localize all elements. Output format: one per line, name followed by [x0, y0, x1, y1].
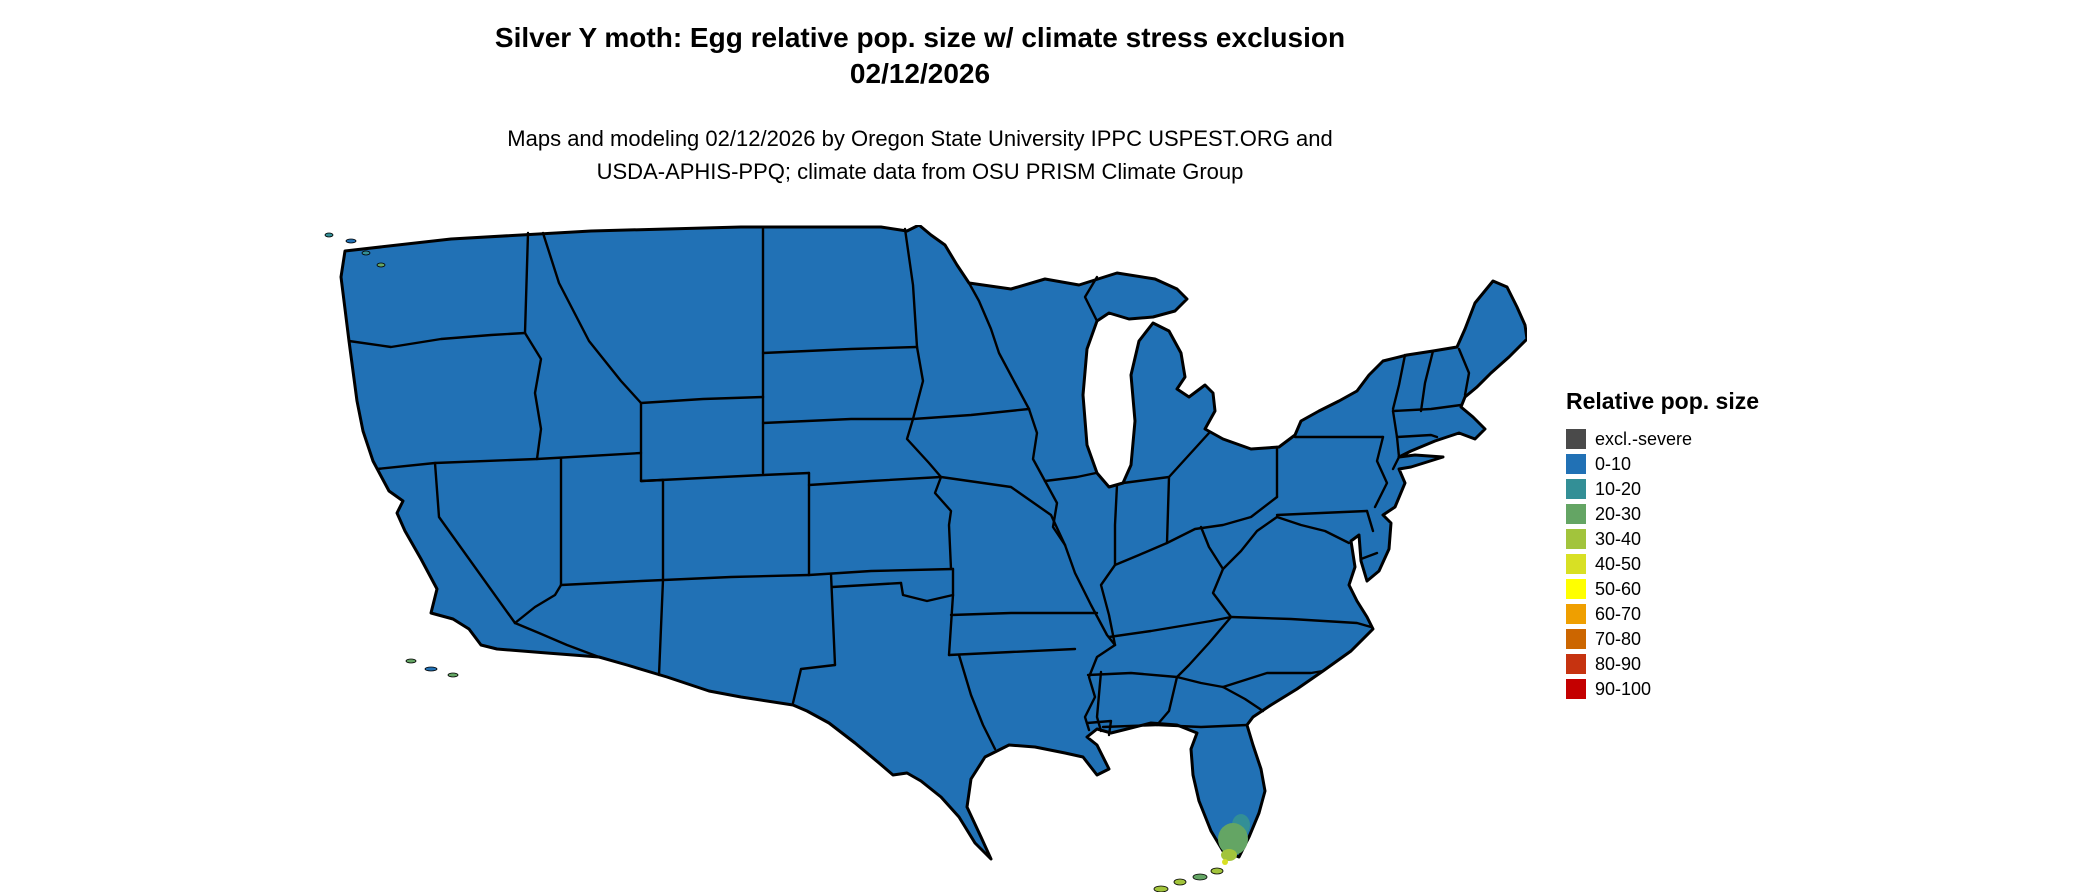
- map-title: Silver Y moth: Egg relative pop. size w/…: [0, 20, 1840, 92]
- legend-swatch: [1566, 504, 1586, 524]
- map-subtitle: Maps and modeling 02/12/2026 by Oregon S…: [0, 122, 1840, 188]
- legend-item: 70-80: [1566, 627, 1866, 651]
- legend-label: 20-30: [1595, 504, 1642, 524]
- legend-item: 10-20: [1566, 477, 1866, 501]
- legend-label: 40-50: [1595, 554, 1642, 574]
- legend-item: 80-90: [1566, 652, 1866, 676]
- legend-label: 10-20: [1595, 479, 1642, 499]
- legend-label: 30-40: [1595, 529, 1642, 549]
- legend-swatch: [1566, 654, 1586, 674]
- legend-swatch: [1566, 429, 1586, 449]
- subtitle-line-2: USDA-APHIS-PPQ; climate data from OSU PR…: [596, 159, 1244, 184]
- legend-swatch: [1566, 529, 1586, 549]
- legend-swatch: [1566, 629, 1586, 649]
- legend-item: 60-70: [1566, 602, 1866, 626]
- legend-item: 0-10: [1566, 452, 1866, 476]
- legend-swatch: [1566, 454, 1586, 474]
- legend-swatch: [1566, 604, 1586, 624]
- legend-item: excl.-severe: [1566, 427, 1866, 451]
- legend-item: 90-100: [1566, 677, 1866, 701]
- legend-label: 70-80: [1595, 629, 1642, 649]
- title-line-2: 02/12/2026: [849, 58, 991, 89]
- legend-label: 50-60: [1595, 579, 1642, 599]
- us-map: [311, 223, 1529, 892]
- legend-label: 60-70: [1595, 604, 1642, 624]
- legend-item: 20-30: [1566, 502, 1866, 526]
- legend-item: 30-40: [1566, 527, 1866, 551]
- legend-swatch: [1566, 579, 1586, 599]
- legend-item: 40-50: [1566, 552, 1866, 576]
- title-line-1: Silver Y moth: Egg relative pop. size w/…: [494, 22, 1346, 53]
- coastal-islands: [324, 232, 459, 678]
- south-florida-hotspot: [1218, 814, 1250, 865]
- legend-label: excl.-severe: [1595, 429, 1693, 449]
- legend-label: 0-10: [1595, 454, 1632, 474]
- legend-swatch: [1566, 554, 1586, 574]
- us-map-svg: [324, 223, 1529, 892]
- legend: Relative pop. size excl.-severe 0-10 10-20…: [1566, 388, 1866, 702]
- florida-keys: [1153, 867, 1224, 892]
- subtitle-line-1: Maps and modeling 02/12/2026 by Oregon S…: [507, 126, 1333, 151]
- legend-items: excl.-severe 0-10 10-20 20-30 30-40 40-50 50-6…: [1566, 427, 1866, 701]
- legend-swatch: [1566, 679, 1586, 699]
- legend-swatch: [1566, 479, 1586, 499]
- legend-label: 90-100: [1595, 679, 1652, 699]
- legend-item: 50-60: [1566, 577, 1866, 601]
- legend-label: 80-90: [1595, 654, 1642, 674]
- legend-title: Relative pop. size: [1566, 388, 1760, 414]
- state-borders: [347, 225, 1471, 751]
